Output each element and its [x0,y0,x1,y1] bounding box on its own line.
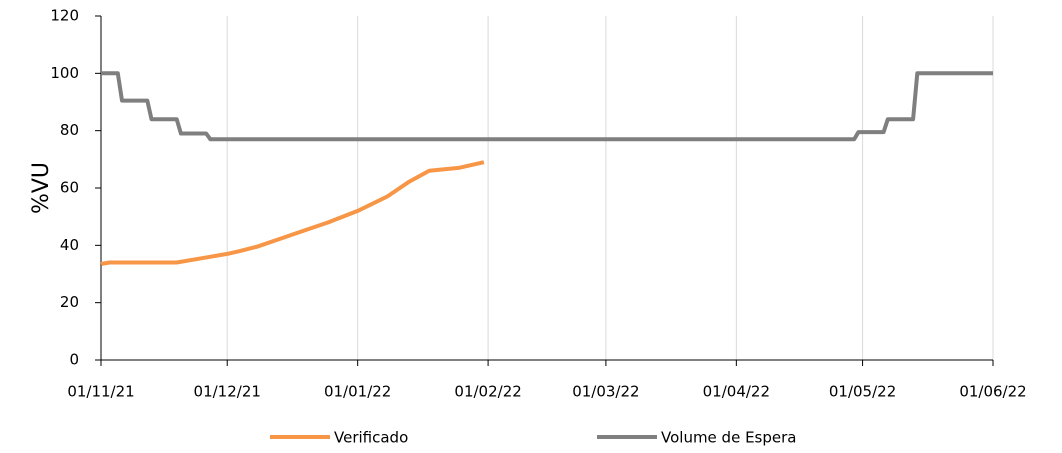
x-tick-label: 01/11/21 [67,383,134,401]
y-tick-label: 120 [50,7,79,25]
line-series [100,160,485,266]
line-series [101,71,993,142]
y-tick-label: 20 [60,293,79,311]
x-tick-label: 01/03/22 [572,383,639,401]
y-axis-label: %VU [29,162,54,214]
x-tick-label: 01/05/22 [829,383,896,401]
x-tick-label: 01/01/22 [324,383,391,401]
y-tick-label: 40 [60,236,79,254]
y-tick-label: 60 [60,179,79,197]
x-tick-label: 01/02/22 [454,383,521,401]
legend-label: Volume de Espera [661,429,796,447]
x-tick-label: 01/04/22 [703,383,770,401]
x-tick-label: 01/12/21 [194,383,261,401]
y-tick-label: 0 [69,351,79,369]
y-tick-label: 100 [50,64,79,82]
y-tick-label: 80 [60,121,79,139]
x-tick-label: 01/06/22 [959,383,1026,401]
legend-label: Verificado [334,429,408,447]
